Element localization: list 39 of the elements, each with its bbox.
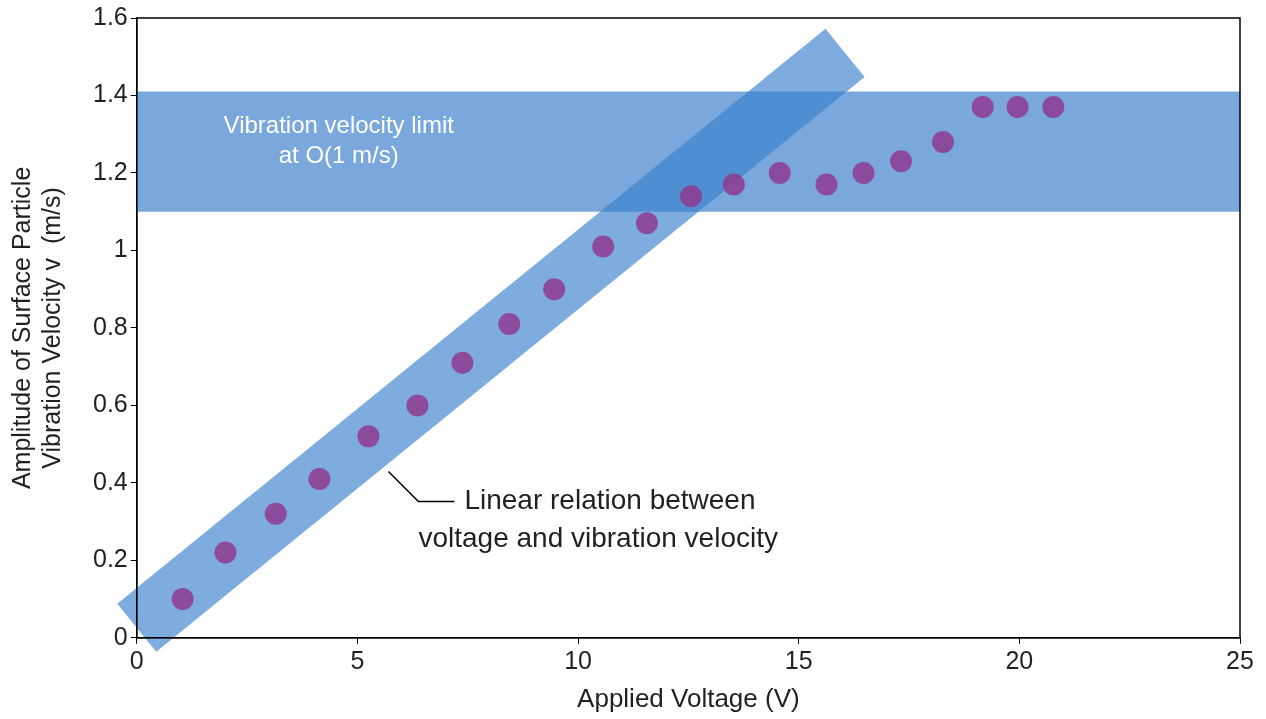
annotation: Linear relation between voltage and vibration velocity	[418, 484, 778, 554]
point	[635, 212, 658, 235]
y-axis-title: Amplitude of Surface Particle Vibration Velocity v (m/s)	[6, 166, 65, 490]
x-tick-label: 25	[1226, 645, 1254, 674]
point	[768, 161, 791, 184]
x-tick-label: 5	[350, 645, 365, 674]
point	[264, 502, 287, 525]
point	[890, 150, 913, 173]
x-tick-label: 20	[1005, 645, 1034, 674]
point	[852, 161, 875, 184]
point	[406, 394, 429, 417]
y-tick-label: 1.6	[92, 1, 128, 30]
point	[932, 130, 955, 153]
x-tick-label: 10	[564, 645, 592, 674]
point	[214, 541, 237, 564]
point	[357, 425, 380, 448]
y-tick-label: 0.8	[92, 311, 128, 340]
point	[543, 278, 566, 301]
y-tick-label: 0.4	[92, 466, 128, 495]
y-tick-label: 1.4	[92, 79, 128, 108]
point	[722, 173, 745, 196]
band-label: Vibration velocity limit at O(1 m/s)	[223, 111, 455, 169]
y-tick-label: 1.2	[92, 156, 128, 185]
point	[815, 173, 838, 196]
y-tick-label: 0.2	[92, 544, 128, 573]
point	[171, 588, 194, 611]
y-tick-label: 0	[113, 621, 128, 650]
x-axis-title: Applied Voltage (V)	[577, 682, 800, 713]
point	[592, 235, 615, 258]
x-tick-label: 15	[784, 645, 813, 674]
point	[1006, 96, 1029, 119]
point	[680, 185, 703, 208]
point	[498, 313, 521, 336]
point	[451, 351, 474, 374]
point	[1042, 96, 1065, 119]
point	[971, 96, 994, 119]
y-tick-label: 1	[113, 234, 128, 263]
point	[308, 467, 331, 490]
y-tick-label: 0.6	[92, 389, 128, 418]
